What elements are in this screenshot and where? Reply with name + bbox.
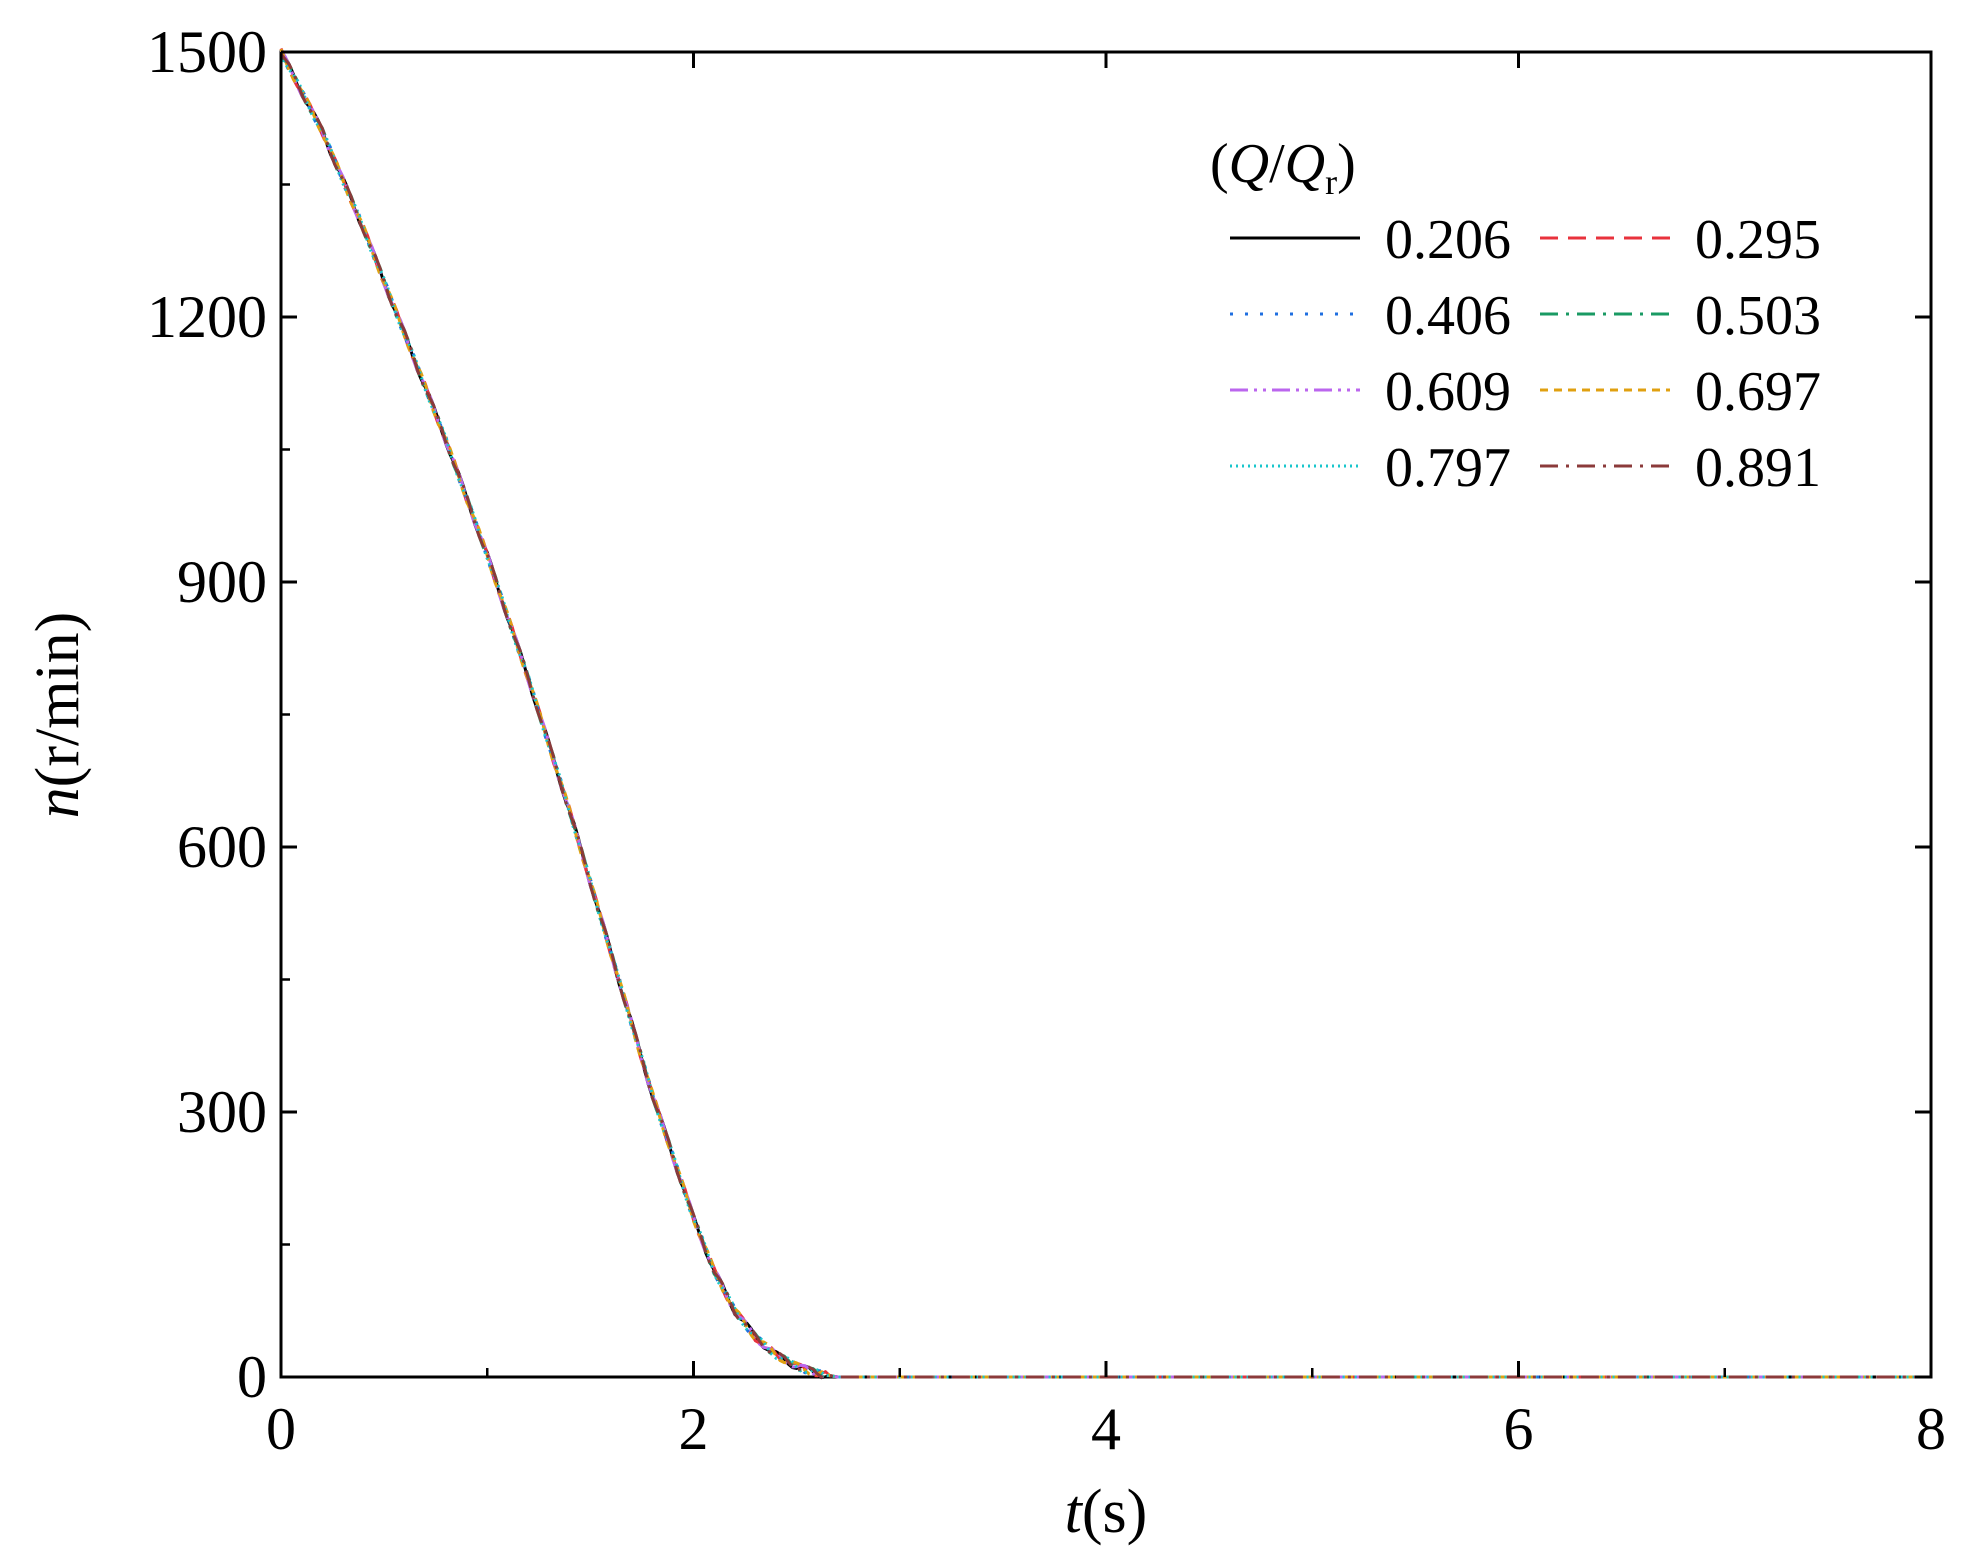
y-tick-label: 0 [237,1344,267,1410]
legend-label: 0.406 [1385,285,1511,347]
y-tick-label: 900 [177,549,267,615]
x-tick-label: 0 [266,1396,296,1462]
legend-label: 0.697 [1695,361,1821,423]
legend-label: 0.503 [1695,285,1821,347]
y-tick-label: 1500 [147,19,267,85]
series-lines [279,47,1931,1381]
x-tick-label: 2 [679,1396,709,1462]
y-tick-label: 1200 [147,284,267,350]
legend-label: 0.206 [1385,209,1511,271]
series-line-0-697 [279,48,1931,1379]
legend: (Q/Qr) 0.206 0.295 0.406 0.503 0.609 0.697 0.7… [1210,133,1821,499]
legend-label: 0.609 [1385,361,1511,423]
legend-label: 0.891 [1695,437,1821,499]
y-tick-label: 600 [177,814,267,880]
series-line-0-406 [279,52,1931,1379]
series-line-0-503 [279,54,1931,1381]
x-tick-label: 6 [1504,1396,1534,1462]
legend-title: (Q/Qr) [1210,133,1356,202]
series-line-0-797 [279,53,1931,1379]
y-axis-title: n(r/min) [24,612,92,819]
series-line-0-295 [279,47,1931,1379]
x-axis-title: t(s) [1065,1478,1148,1546]
x-tick-label: 4 [1091,1396,1121,1462]
series-line-0-609 [279,49,1931,1379]
legend-label: 0.295 [1695,209,1821,271]
axis-ticks: 0 2 4 6 8 0 300 600 900 1200 1500 [147,19,1946,1462]
plot-frame [279,50,1933,1379]
y-tick-label: 300 [177,1079,267,1145]
series-line-0-206 [279,51,1931,1380]
legend-label: 0.797 [1385,437,1511,499]
series-line-0-891 [279,53,1931,1380]
x-tick-label: 8 [1916,1396,1946,1462]
legend-entries: 0.206 0.295 0.406 0.503 0.609 0.697 0.797 0.891 [1230,209,1821,499]
